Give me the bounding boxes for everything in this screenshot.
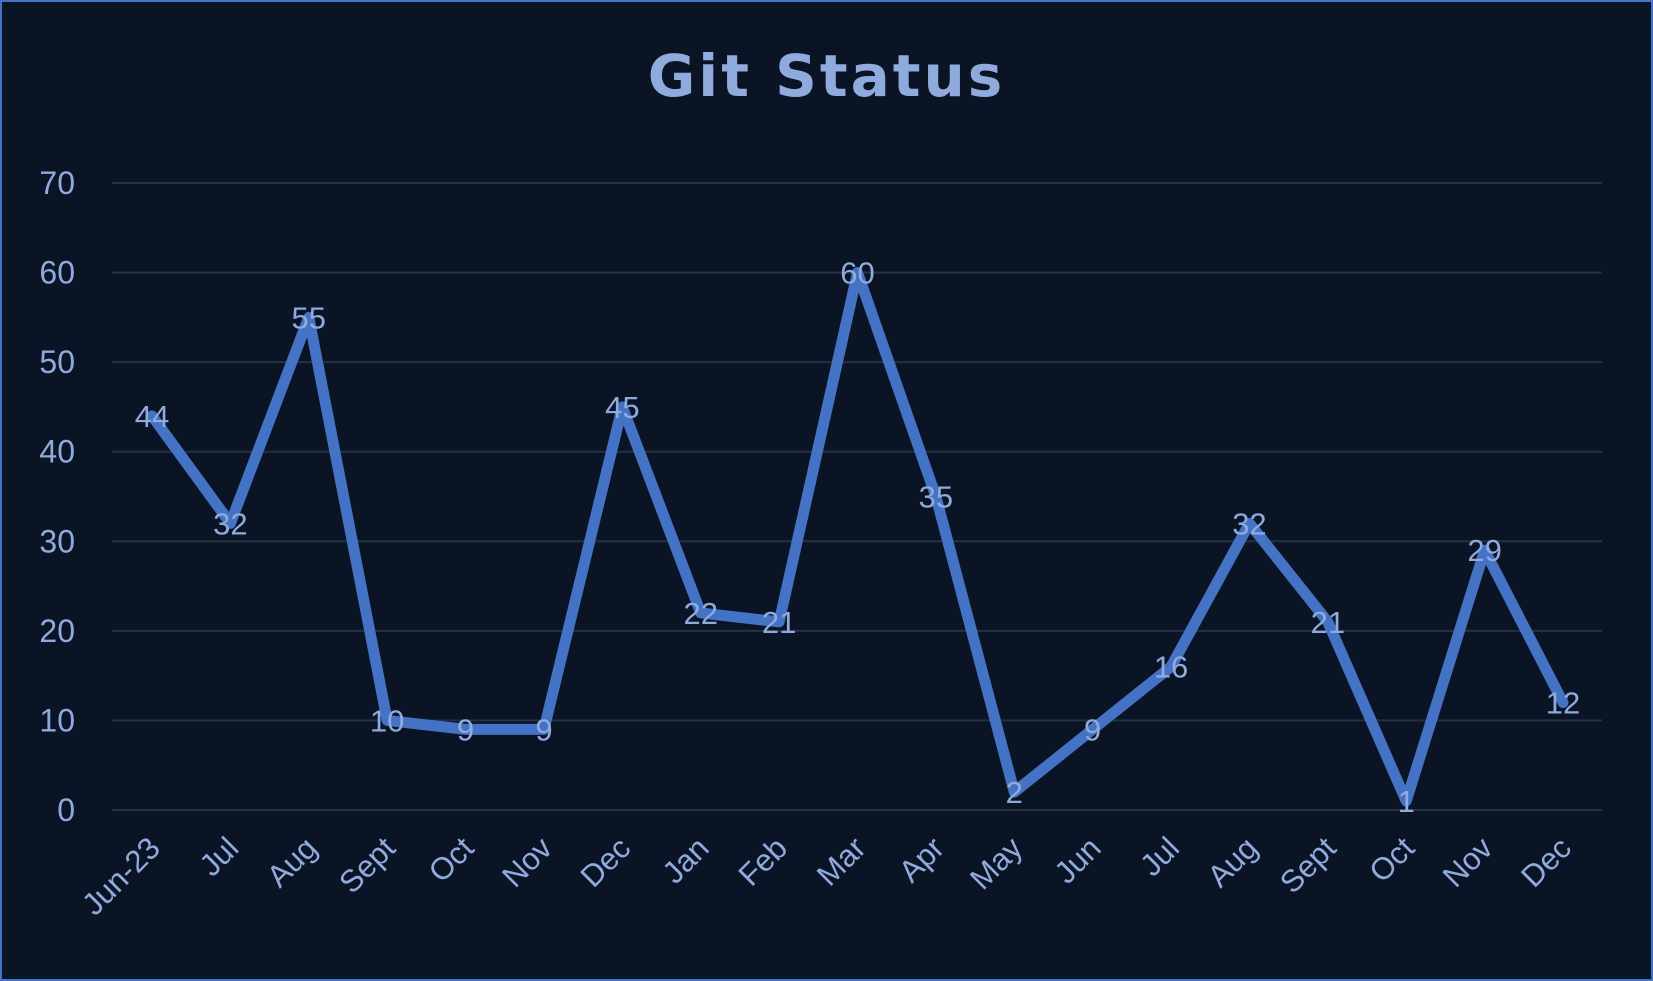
x-tick-label: Aug — [260, 830, 324, 894]
data-label: 21 — [1311, 605, 1345, 640]
data-point — [538, 724, 549, 735]
chart-title: Git Status — [647, 42, 1006, 110]
x-tick-label: Dec — [1514, 830, 1578, 894]
data-point — [147, 410, 157, 421]
data-label: 21 — [762, 605, 796, 640]
y-tick-label: 10 — [39, 702, 75, 738]
data-point — [617, 401, 628, 412]
y-tick-label: 50 — [39, 344, 75, 380]
x-tick-label: Jan — [656, 830, 716, 890]
data-point — [382, 715, 393, 726]
data-label: 12 — [1546, 686, 1580, 721]
data-point — [1166, 661, 1177, 672]
data-point — [1322, 616, 1333, 627]
data-point — [1558, 697, 1568, 708]
data-point — [695, 607, 706, 618]
x-tick-label: Sept — [1273, 830, 1343, 900]
data-label: 9 — [457, 712, 474, 747]
x-tick-label: Oct — [422, 830, 481, 889]
x-axis-ticks: Jun-23 Jul Aug Sept Oct Nov Dec Jan Feb Mar Apr May… — [75, 830, 1578, 922]
y-axis-ticks: 0 10 20 30 40 50 60 70 — [39, 165, 75, 828]
gridlines — [112, 182, 1602, 811]
data-label: 9 — [535, 712, 552, 747]
data-point — [1009, 787, 1020, 798]
data-label: 2 — [1006, 775, 1023, 810]
x-tick-label: Jul — [1133, 830, 1186, 883]
series-group — [146, 267, 1569, 807]
data-label: 32 — [1232, 506, 1266, 541]
data-point — [1087, 724, 1098, 735]
data-point — [460, 724, 471, 735]
x-tick-label: Feb — [732, 830, 795, 893]
x-tick-label: Apr — [892, 830, 951, 889]
data-point — [930, 491, 941, 502]
y-tick-label: 0 — [57, 792, 75, 828]
x-tick-label: Jun-23 — [75, 830, 167, 922]
series-line — [146, 267, 1569, 807]
x-tick-label: Aug — [1201, 830, 1265, 894]
x-tick-label: Mar — [810, 830, 873, 893]
data-label: 22 — [683, 596, 717, 631]
data-label: 60 — [840, 256, 874, 291]
data-label: 44 — [135, 399, 169, 434]
data-label: 16 — [1154, 650, 1188, 685]
data-point — [303, 312, 314, 323]
x-tick-label: Dec — [574, 830, 638, 894]
x-tick-label: Sept — [332, 830, 402, 900]
data-point — [1479, 545, 1490, 556]
data-label: 1 — [1398, 784, 1415, 819]
y-tick-label: 60 — [39, 255, 75, 291]
data-label: 29 — [1467, 533, 1501, 568]
data-label: 35 — [919, 480, 953, 515]
data-label: 10 — [370, 703, 404, 738]
x-tick-label: Oct — [1362, 830, 1421, 889]
x-tick-label: Jul — [193, 830, 246, 883]
data-point — [852, 267, 863, 278]
data-point — [1244, 518, 1255, 529]
y-tick-label: 30 — [39, 523, 75, 559]
data-label: 9 — [1084, 712, 1101, 747]
x-tick-label: May — [963, 830, 1030, 897]
x-tick-label: Jun — [1048, 830, 1108, 890]
data-point — [1401, 796, 1412, 807]
data-label: 55 — [292, 300, 326, 335]
y-tick-label: 40 — [39, 434, 75, 470]
data-point — [774, 616, 785, 627]
y-tick-label: 20 — [39, 613, 75, 649]
data-label: 32 — [213, 506, 247, 541]
data-label: 45 — [605, 390, 639, 425]
x-tick-label: Nov — [1436, 830, 1500, 894]
x-tick-label: Nov — [495, 830, 559, 894]
data-point — [225, 518, 236, 529]
y-tick-label: 70 — [39, 165, 75, 201]
